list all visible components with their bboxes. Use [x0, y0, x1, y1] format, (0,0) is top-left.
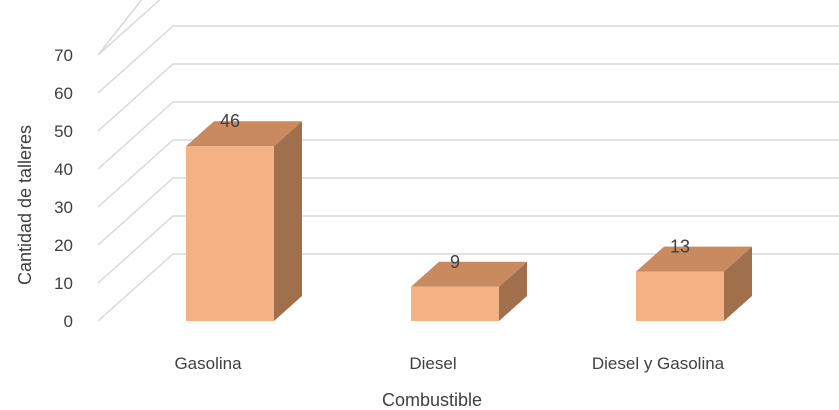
y-axis-title: Cantidad de talleres [15, 125, 35, 285]
gridline [97, 25, 839, 94]
data-label: 13 [670, 237, 690, 257]
bar-side-face [724, 246, 752, 321]
gridline [97, 253, 839, 322]
bar-gasolina [186, 121, 302, 321]
gridlines [97, 0, 839, 322]
y-tick-label: 40 [54, 160, 73, 179]
x-axis-title: Combustible [382, 390, 482, 410]
y-tick-label: 60 [54, 84, 73, 103]
y-tick-label: 20 [54, 236, 73, 255]
bar-side-face [499, 261, 527, 321]
bar-side-face [274, 121, 302, 321]
bars [186, 121, 752, 321]
gridline [97, 139, 839, 208]
y-tick-label: 10 [54, 274, 73, 293]
data-label: 46 [220, 111, 240, 131]
bar-front-face [411, 286, 499, 321]
x-category-label: Gasolina [174, 354, 242, 373]
bar-top-face [411, 261, 527, 287]
bar-front-face [636, 271, 724, 321]
bar-top-face [636, 246, 752, 272]
gridline [97, 0, 161, 56]
y-tick-label: 70 [54, 46, 73, 65]
bar-diesel [411, 261, 527, 321]
x-axis-categories: Gasolina Diesel Diesel y Gasolina [174, 354, 724, 373]
gridline [97, 63, 839, 132]
x-category-label: Diesel [409, 354, 456, 373]
y-tick-label: 0 [64, 312, 73, 331]
gridline [97, 177, 839, 246]
x-category-label: Diesel y Gasolina [592, 354, 725, 373]
y-tick-label: 30 [54, 198, 73, 217]
y-axis-ticks: 0 10 20 30 40 50 60 70 [54, 46, 73, 331]
gridline [97, 0, 143, 56]
bar-diesel-y-gasolina [636, 246, 752, 321]
bar-front-face [186, 146, 274, 321]
gridline [97, 101, 839, 170]
gridline [97, 215, 839, 284]
y-tick-label: 50 [54, 122, 73, 141]
data-labels: 46 9 13 [220, 111, 690, 272]
bar-top-face [186, 121, 302, 147]
data-label: 9 [450, 252, 460, 272]
